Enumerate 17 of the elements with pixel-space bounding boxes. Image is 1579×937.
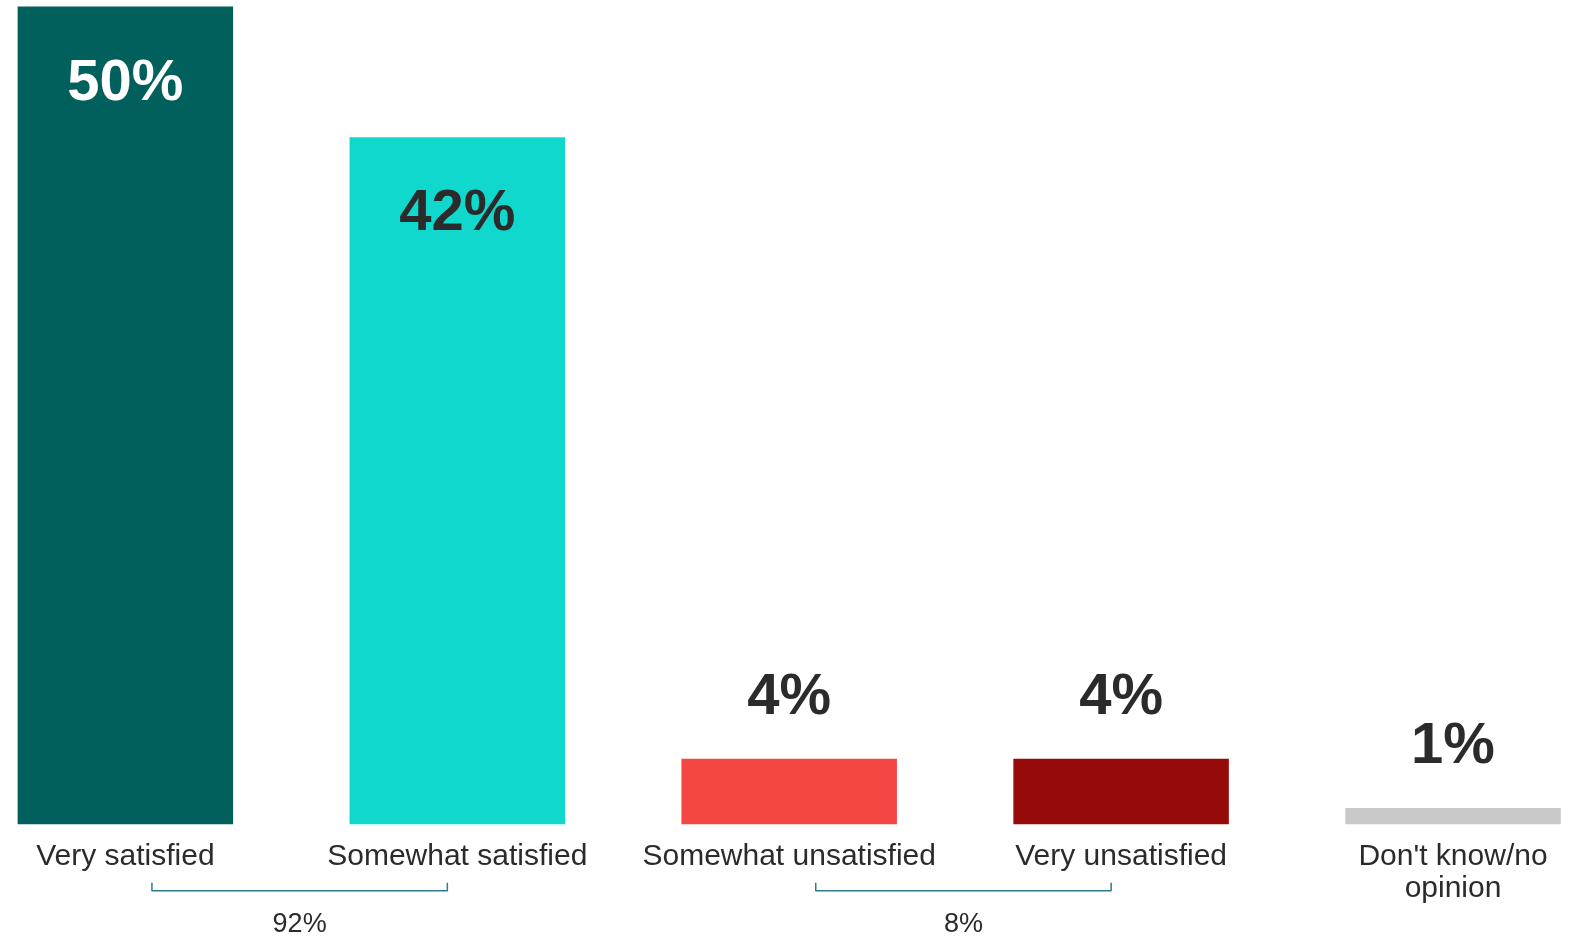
- data-label: 4%: [1079, 660, 1164, 726]
- text: 92%: [272, 907, 327, 937]
- data-label: 1%: [1411, 709, 1495, 775]
- data-label: 4%: [747, 660, 832, 726]
- bar: [681, 758, 897, 825]
- x-tick-label: Somewhat unsatisfied: [642, 837, 936, 871]
- bar: [17, 6, 234, 825]
- x-tick-label: Very satisfied: [36, 837, 215, 871]
- data-label: 50%: [67, 46, 184, 112]
- bar: [1013, 758, 1229, 825]
- x-tick-label: Very unsatisfied: [1015, 837, 1228, 871]
- data-label: 42%: [399, 177, 516, 243]
- bar: [349, 137, 566, 825]
- x-tick-label: Don't know/no opinion: [1358, 837, 1548, 904]
- text: 8%: [943, 907, 983, 937]
- x-tick-label: Somewhat satisfied: [327, 837, 588, 871]
- bar: [1345, 807, 1561, 825]
